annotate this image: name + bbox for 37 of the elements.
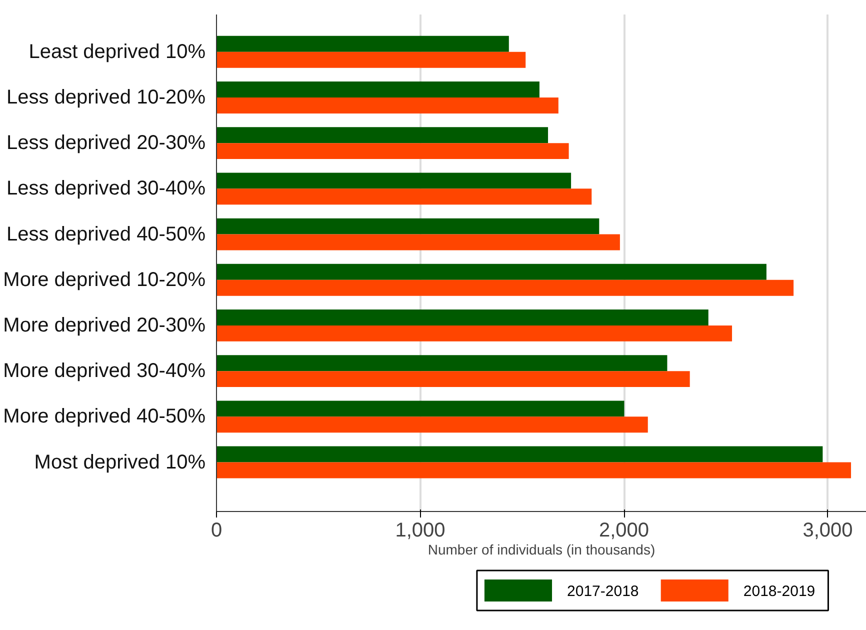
bar [216,310,708,326]
y-tick-label: Less deprived 20-30% [6,132,206,154]
bar [216,462,852,478]
x-tick-label: 0 [210,520,222,542]
x-tick-label: 3,000 [802,520,853,542]
bar [216,218,600,234]
y-tick-label: Less deprived 30-40% [6,178,206,200]
bar [216,172,572,189]
x-axis-title: Number of individuals (in thousands) [428,542,656,558]
bar [216,446,823,462]
y-tick-label: Less deprived 10-20% [6,86,206,108]
y-tick-label: More deprived 30-40% [3,360,206,382]
bar [216,36,509,52]
bar [216,325,732,342]
bar [216,280,794,296]
legend-label: 2017-2018 [567,583,639,600]
y-tick-label: More deprived 20-30% [3,314,206,336]
y-tick-label: More deprived 40-50% [3,406,206,428]
bar [216,371,690,388]
bar [216,143,569,160]
x-tick-label: 1,000 [395,520,446,542]
bar [216,82,540,98]
y-tick-label: More deprived 10-20% [3,268,206,291]
bar [216,52,526,68]
bar [216,400,624,417]
y-tick-label: Least deprived 10% [28,40,206,63]
bar [216,97,558,114]
bar [216,188,592,205]
x-tick-label: 2,000 [599,520,650,542]
bar [216,416,648,433]
legend-label: 2018-2019 [743,583,816,600]
y-tick-label: Most deprived 10% [34,451,206,474]
y-tick-label: Less deprived 40-50% [6,223,206,246]
bar [216,264,766,280]
bar [216,127,548,144]
bar [216,355,668,372]
bar [216,234,620,250]
